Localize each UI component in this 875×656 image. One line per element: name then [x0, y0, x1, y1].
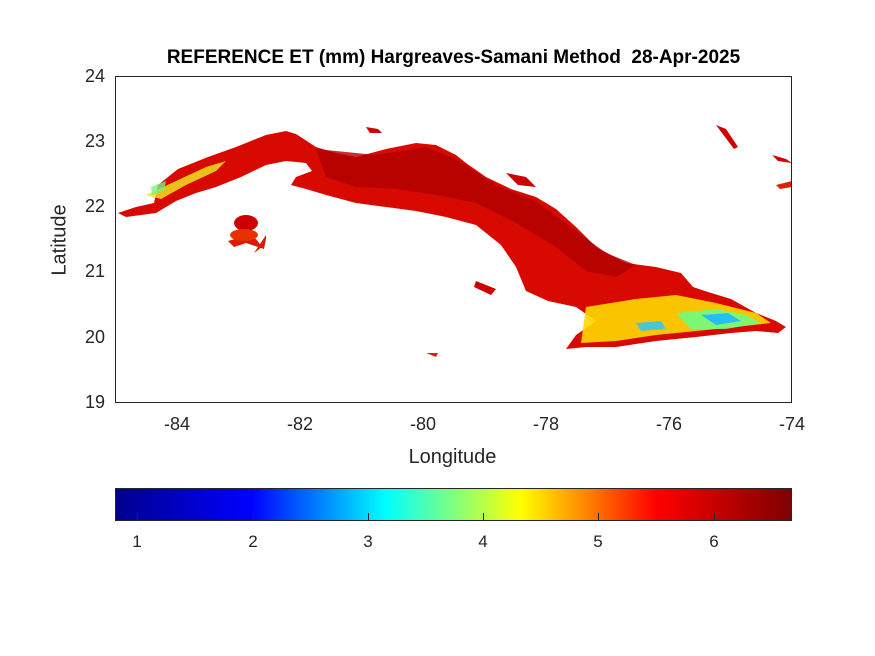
y-tick-24: 24 — [84, 66, 105, 86]
colorbar-tick-mark — [483, 513, 484, 520]
x-tick-82: -82 — [286, 414, 313, 434]
x-tick-74: -74 — [778, 414, 805, 434]
y-tick-19: 19 — [84, 392, 105, 412]
colorbar-label-2: 2 — [248, 532, 258, 551]
colorbar-tick-mark — [714, 513, 715, 520]
x-tick-78: -78 — [532, 414, 559, 434]
colorbar-label-5: 5 — [593, 532, 603, 551]
colorbar-tick-mark — [368, 513, 369, 520]
x-tick-80: -80 — [409, 414, 436, 434]
y-tick-22: 22 — [84, 196, 105, 216]
x-tick-76: -76 — [655, 414, 682, 434]
y-tick-20: 20 — [84, 327, 105, 347]
colorbar-label-3: 3 — [363, 532, 373, 551]
colorbar-label-6: 6 — [709, 532, 719, 551]
colorbar-tick-mark — [598, 513, 599, 520]
map-title: REFERENCE ET (mm) Hargreaves-Samani Meth… — [166, 47, 741, 68]
colorbar — [115, 488, 792, 521]
y-axis-label: Latitude — [48, 204, 71, 276]
x-axis-label: Longitude — [408, 446, 497, 468]
colorbar-tick-mark — [137, 513, 138, 520]
colorbar-label-1: 1 — [132, 532, 142, 551]
colorbar-label-4: 4 — [478, 532, 488, 551]
map-plot-area — [115, 76, 792, 403]
x-tick-84: -84 — [163, 414, 190, 434]
y-tick-21: 21 — [84, 261, 105, 281]
colorbar-tick-mark — [253, 513, 254, 520]
y-tick-23: 23 — [84, 131, 105, 151]
main-island — [118, 131, 786, 349]
cuba-et-map — [118, 125, 791, 357]
